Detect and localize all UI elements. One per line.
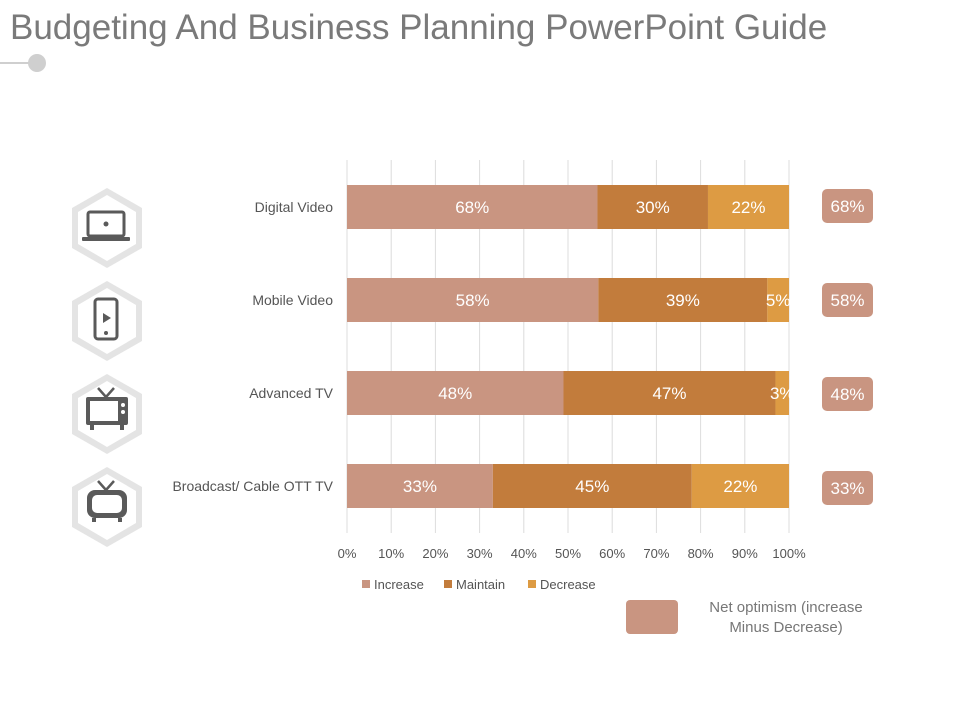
net-optimism-value: 33% <box>830 479 864 498</box>
data-label-increase: 33% <box>403 477 437 496</box>
laptop-icon <box>62 182 152 272</box>
legend-swatch-maintain <box>444 580 452 588</box>
net-optimism-value: 68% <box>830 197 864 216</box>
data-label-decrease: 22% <box>723 477 757 496</box>
bar-segment-decrease <box>767 278 789 322</box>
data-label-maintain: 47% <box>652 384 686 403</box>
bar-segment-maintain <box>597 185 708 229</box>
data-label-increase: 58% <box>456 291 490 310</box>
bar-segment-decrease <box>691 464 789 508</box>
legend-label-decrease: Decrease <box>540 577 596 592</box>
net-optimism-legend-swatch <box>626 600 678 634</box>
legend-label-increase: Increase <box>374 577 424 592</box>
x-tick-label: 10% <box>378 546 404 561</box>
bar-segment-increase <box>347 371 564 415</box>
net-optimism-value: 48% <box>830 385 864 404</box>
x-tick-label: 0% <box>338 546 357 561</box>
x-tick-label: 100% <box>772 546 806 561</box>
data-label-decrease: 5% <box>766 291 791 310</box>
category-label: Broadcast/ Cable OTT TV <box>172 478 333 494</box>
data-label-increase: 48% <box>438 384 472 403</box>
legend-swatch-increase <box>362 580 370 588</box>
page-title: Budgeting And Business Planning PowerPoi… <box>10 8 828 47</box>
net-optimism-badge <box>822 283 873 317</box>
x-tick-label: 30% <box>467 546 493 561</box>
data-label-maintain: 45% <box>575 477 609 496</box>
bar-segment-maintain <box>563 371 776 415</box>
bar-segment-decrease <box>707 185 789 229</box>
bar-segment-decrease <box>775 371 789 415</box>
x-tick-label: 50% <box>555 546 581 561</box>
bar-segment-maintain <box>492 464 692 508</box>
bar-segment-increase <box>347 464 493 508</box>
net-optimism-badge <box>822 471 873 505</box>
title-underline <box>0 62 30 64</box>
category-label: Advanced TV <box>249 385 333 401</box>
data-label-decrease: 3% <box>770 384 795 403</box>
category-label: Digital Video <box>255 199 334 215</box>
net-optimism-badge <box>822 377 873 411</box>
title-accent-dot <box>28 54 46 72</box>
data-label-maintain: 30% <box>636 198 670 217</box>
x-tick-label: 80% <box>688 546 714 561</box>
data-label-increase: 68% <box>455 198 489 217</box>
x-tick-label: 60% <box>599 546 625 561</box>
bar-segment-maintain <box>598 278 768 322</box>
tv-icon <box>62 368 152 458</box>
legend-swatch-decrease <box>528 580 536 588</box>
data-label-maintain: 39% <box>666 291 700 310</box>
net-optimism-badge <box>822 189 873 223</box>
retro-tv-icon <box>62 461 152 551</box>
x-tick-label: 70% <box>643 546 669 561</box>
category-label: Mobile Video <box>252 292 333 308</box>
data-label-decrease: 22% <box>731 198 765 217</box>
bar-segment-increase <box>347 278 599 322</box>
x-tick-label: 40% <box>511 546 537 561</box>
legend-label-maintain: Maintain <box>456 577 505 592</box>
bar-segment-increase <box>347 185 598 229</box>
net-optimism-legend-label: Net optimism (increase Minus Decrease) <box>709 599 863 636</box>
x-tick-label: 90% <box>732 546 758 561</box>
net-optimism-value: 58% <box>830 291 864 310</box>
mobile-phone-icon <box>62 275 152 365</box>
x-tick-label: 20% <box>422 546 448 561</box>
